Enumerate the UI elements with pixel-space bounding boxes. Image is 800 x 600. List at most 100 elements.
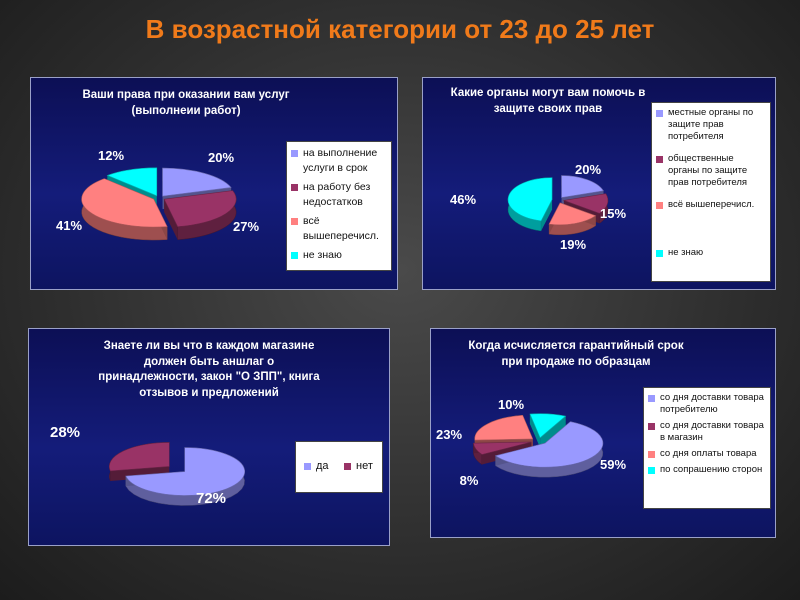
- legend-item: всё вышеперечисл.: [291, 214, 387, 244]
- pie-slice-label: 41%: [56, 218, 82, 233]
- pie-slice-label: 27%: [233, 219, 259, 234]
- legend-label: всё вышеперечисл.: [303, 215, 379, 242]
- slide-title: В возрастной категории от 23 до 25 лет: [145, 14, 655, 44]
- legend-item: не знаю: [291, 248, 387, 263]
- chart-panel-rights: Ваши права при оказании вам услуг (выпол…: [30, 77, 398, 290]
- pie-slice-label: 20%: [208, 150, 234, 165]
- legend-swatch: [656, 202, 663, 209]
- pie-slice-label: 28%: [50, 424, 80, 441]
- legend-swatch: [291, 218, 298, 225]
- legend-label: по сопрашению сторон: [660, 464, 763, 475]
- legend-swatch: [291, 184, 298, 191]
- pie-slice: [507, 177, 553, 222]
- legend-swatch: [344, 463, 351, 470]
- legend-swatch: [656, 110, 663, 117]
- chart-title-line: должен быть аншлаг о: [143, 355, 275, 368]
- chart-legend: со дня доставки товара потребителю со дн…: [643, 387, 771, 509]
- legend-label: со дня доставки товара потребителю: [660, 392, 764, 415]
- legend-swatch: [291, 252, 298, 259]
- chart-title-line: Когда исчисляется гарантийный срок: [468, 340, 684, 352]
- legend-swatch: [304, 463, 311, 470]
- pie-slice-label: 20%: [575, 162, 601, 177]
- legend-label: со дня доставки товара в магазин: [660, 420, 764, 443]
- pie-slice: [163, 190, 237, 228]
- chart-title-line: при продаже по образцам: [501, 355, 651, 368]
- pie-slice: [473, 441, 532, 455]
- pie-slice-cut: [540, 416, 566, 448]
- chart-title: Ваши права при оказании вам услуг (выпол…: [51, 88, 321, 119]
- pie-slice-label: 19%: [560, 237, 586, 252]
- pie-slice-label: 10%: [498, 397, 524, 412]
- pie-slice: [81, 178, 168, 228]
- pie-slice: [494, 421, 604, 468]
- legend-label: да: [316, 460, 329, 472]
- chart-legend: местные органы по защите прав потребител…: [651, 102, 771, 282]
- legend-swatch: [291, 150, 298, 157]
- pie-slice: [561, 175, 604, 198]
- pie-chart: 20% 27% 41% 12%: [56, 148, 259, 241]
- pie-slice-label: 72%: [196, 490, 226, 507]
- pie-slice-label: 15%: [600, 206, 626, 221]
- chart-title: Какие органы могут вам помочь в защите с…: [433, 86, 663, 117]
- chart-title-line: Какие органы могут вам помочь в: [450, 87, 646, 99]
- chart-title-line: защите своих прав: [493, 102, 603, 115]
- legend-item: на выполнение услуги в срок: [291, 146, 387, 176]
- chart-title-line: Знаете ли вы что в каждом магазине: [103, 340, 315, 352]
- legend-swatch: [656, 250, 663, 257]
- chart-title-line: отзывов и предложений: [139, 386, 279, 399]
- chart-title-line: принадлежности, закон "О ЗПП", книга: [98, 371, 320, 384]
- legend-swatch: [648, 423, 655, 430]
- pie-slice: [162, 167, 232, 197]
- pie-slice-label: 46%: [450, 192, 476, 207]
- legend-item: на работу без недостатков: [291, 180, 387, 210]
- legend-label: общественные органы по защите прав потре…: [668, 153, 748, 188]
- pie-slice: [106, 167, 158, 197]
- pie-slice-label: 8%: [460, 473, 479, 488]
- pie-slice-label: 23%: [436, 427, 462, 442]
- legend-label: не знаю: [668, 247, 704, 258]
- pie-slice-cut: [541, 199, 553, 231]
- pie-chart: 59% 8% 23% 10%: [436, 397, 626, 488]
- legend-label: всё вышеперечисл.: [668, 199, 755, 210]
- pie-slice-label: 12%: [98, 148, 124, 163]
- legend-label: на работу без недостатков: [303, 181, 371, 208]
- chart-panel-warranty: Когда исчисляется гарантийный срок при п…: [430, 328, 776, 538]
- pie-slice: [529, 413, 567, 439]
- legend-item: по сопрашению сторон: [648, 464, 766, 476]
- pie-slice-cut: [164, 199, 178, 240]
- pie-slice: [109, 442, 170, 472]
- legend-item: не знаю: [656, 247, 766, 259]
- chart-legend: на выполнение услуги в срок на работу бе…: [286, 141, 392, 271]
- legend-swatch: [648, 467, 655, 474]
- legend-item: со дня оплаты товара: [648, 448, 766, 460]
- legend-item: да: [304, 459, 329, 473]
- chart-legend: да нет: [295, 441, 383, 493]
- pie-slice: [125, 447, 246, 496]
- legend-item: местные органы по защите прав потребител…: [656, 107, 766, 143]
- chart-title: Знаете ли вы что в каждом магазине долже…: [49, 339, 369, 401]
- legend-swatch: [648, 451, 655, 458]
- pie-slice-cut: [530, 414, 541, 448]
- pie-slice: [562, 193, 609, 214]
- legend-label: со дня оплаты товара: [660, 448, 757, 459]
- legend-item: со дня доставки товара в магазин: [648, 420, 766, 444]
- chart-panel-organs: Какие органы могут вам помочь в защите с…: [422, 77, 776, 290]
- legend-label: нет: [356, 460, 373, 472]
- chart-title: Когда исчисляется гарантийный срок при п…: [451, 339, 701, 370]
- legend-label: местные органы по защите прав потребител…: [668, 107, 754, 142]
- legend-row: да нет: [300, 459, 378, 473]
- legend-swatch: [656, 156, 663, 163]
- legend-item: общественные органы по защите прав потре…: [656, 153, 766, 189]
- pie-slice-label: 59%: [600, 457, 626, 472]
- legend-item: нет: [344, 459, 373, 473]
- legend-swatch: [648, 395, 655, 402]
- chart-panel-signage: Знаете ли вы что в каждом магазине долже…: [28, 328, 390, 546]
- pie-chart: 20% 15% 19% 46%: [450, 162, 626, 252]
- pie-slice: [474, 414, 534, 441]
- legend-label: не знаю: [303, 249, 342, 261]
- pie-slice: [548, 202, 597, 226]
- legend-item: со дня доставки товара потребителю: [648, 392, 766, 416]
- legend-item: всё вышеперечисл.: [656, 199, 766, 211]
- legend-label: на выполнение услуги в срок: [303, 147, 378, 174]
- chart-title-line: Ваши права при оказании вам услуг: [82, 89, 290, 101]
